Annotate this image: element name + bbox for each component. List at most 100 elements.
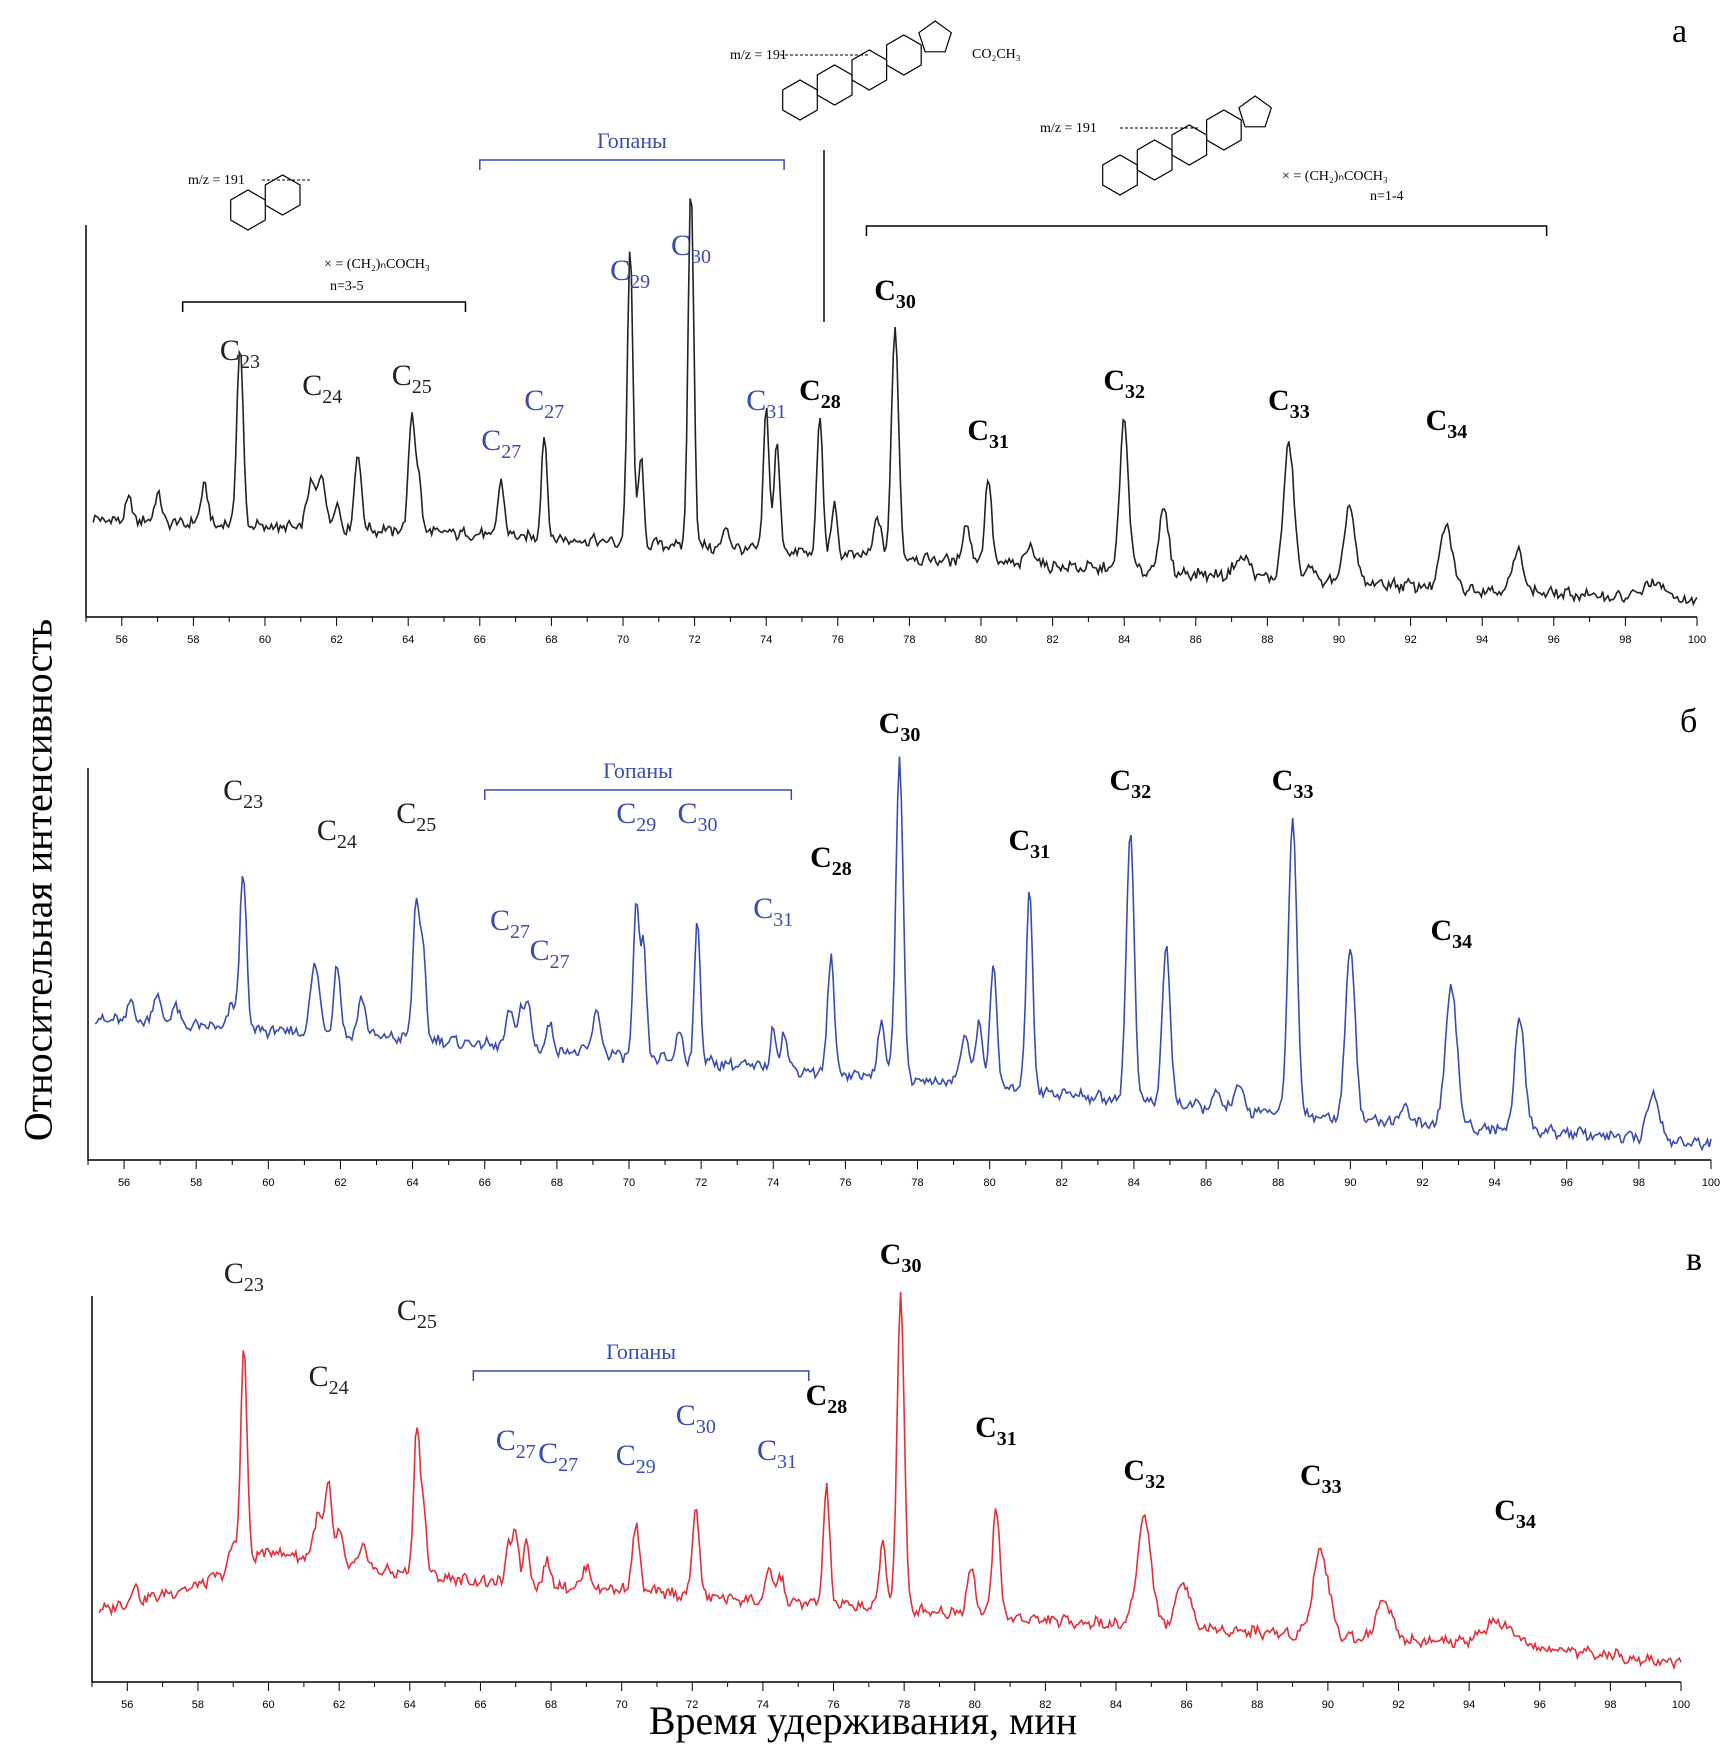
hopane-bracket bbox=[479, 159, 785, 170]
x-tick-label: 70 bbox=[623, 1177, 635, 1189]
x-tick-label: 74 bbox=[767, 1177, 779, 1189]
x-tick-label: 64 bbox=[402, 634, 414, 646]
substituent-note: × = (CH₂)ₙCOCH₃ bbox=[1282, 169, 1388, 184]
x-tick-label: 66 bbox=[479, 1177, 491, 1189]
x-tick-label: 56 bbox=[118, 1177, 130, 1189]
x-tick-label: 82 bbox=[1039, 1699, 1051, 1711]
hopane-bracket-label: Гопаны bbox=[606, 1339, 676, 1364]
x-tick-label: 58 bbox=[190, 1177, 202, 1189]
panel-letter: б bbox=[1680, 703, 1697, 740]
peak-label: C27 bbox=[490, 904, 530, 943]
x-tick-label: 74 bbox=[757, 1699, 769, 1711]
x-tick-label: 94 bbox=[1488, 1177, 1500, 1189]
x-tick-label: 90 bbox=[1333, 634, 1345, 646]
peak-label: C29 bbox=[616, 1439, 656, 1478]
x-tick-label: 98 bbox=[1604, 1699, 1616, 1711]
x-tick-label: 70 bbox=[617, 634, 629, 646]
x-tick-label: 92 bbox=[1416, 1177, 1428, 1189]
peak-label: C30 bbox=[671, 229, 711, 268]
x-tick-label: 100 bbox=[1672, 1699, 1690, 1711]
peak-label: C25 bbox=[397, 1294, 437, 1333]
hopane-bracket-label: Гопаны bbox=[597, 128, 667, 153]
x-tick-label: 84 bbox=[1118, 634, 1130, 646]
peak-label: C28 bbox=[806, 1379, 848, 1418]
panel-1: 56 58 60 62 64 66 68 70 72 74 76 78 80 82 84 86 88 90 92 94… bbox=[85, 13, 1706, 646]
hopane-bracket bbox=[472, 1370, 810, 1381]
x-tick-label: 82 bbox=[1056, 1177, 1068, 1189]
peak-label: C30 bbox=[880, 1238, 922, 1277]
peak-label: C32 bbox=[1109, 764, 1151, 803]
peak-label: C24 bbox=[309, 1360, 349, 1399]
hopane-bracket-label: Гопаны bbox=[603, 758, 673, 783]
peak-label: C31 bbox=[1009, 824, 1051, 863]
x-tick-label: 80 bbox=[975, 634, 987, 646]
x-tick-label: 94 bbox=[1476, 634, 1488, 646]
mz-label: m/z = 191 bbox=[1040, 121, 1097, 136]
x-tick-label: 72 bbox=[688, 634, 700, 646]
peak-label: C31 bbox=[757, 1434, 797, 1473]
x-tick-label: 62 bbox=[334, 1177, 346, 1189]
x-tick-label: 82 bbox=[1046, 634, 1058, 646]
x-tick-label: 70 bbox=[616, 1699, 628, 1711]
bracket bbox=[865, 225, 1548, 236]
x-tick-label: 68 bbox=[545, 1699, 557, 1711]
x-tick-label: 98 bbox=[1619, 634, 1631, 646]
x-tick-label: 68 bbox=[545, 634, 557, 646]
substituent-note: CO₂CH₃ bbox=[972, 47, 1021, 62]
bracket bbox=[181, 301, 467, 312]
x-tick-label: 68 bbox=[551, 1177, 563, 1189]
x-tick-label: 84 bbox=[1128, 1177, 1140, 1189]
x-tick-label: 100 bbox=[1688, 634, 1706, 646]
peak-label: C33 bbox=[1268, 384, 1310, 423]
mz-label: m/z = 191 bbox=[730, 48, 787, 63]
x-tick-label: 72 bbox=[686, 1699, 698, 1711]
x-tick-label: 76 bbox=[839, 1177, 851, 1189]
x-tick-label: 90 bbox=[1344, 1177, 1356, 1189]
peak-label: C29 bbox=[610, 254, 650, 293]
panel-letter: а bbox=[1672, 13, 1687, 50]
substituent-note: × = (CH₂)ₙCOCH₃ bbox=[324, 257, 430, 272]
peak-label: C23 bbox=[223, 774, 263, 813]
peak-label: C31 bbox=[746, 384, 786, 423]
peak-label: C30 bbox=[874, 274, 916, 313]
molecule-structure bbox=[1102, 95, 1273, 196]
chromatogram-trace bbox=[92, 198, 1698, 607]
x-tick-label: 88 bbox=[1272, 1177, 1284, 1189]
x-tick-label: 66 bbox=[474, 634, 486, 646]
x-tick-label: 60 bbox=[262, 1699, 274, 1711]
x-tick-label: 92 bbox=[1392, 1699, 1404, 1711]
x-tick-label: 86 bbox=[1200, 1177, 1212, 1189]
molecule-structure bbox=[782, 20, 953, 121]
peak-label: C25 bbox=[392, 359, 432, 398]
x-tick-label: 62 bbox=[330, 634, 342, 646]
x-tick-label: 90 bbox=[1322, 1699, 1334, 1711]
x-tick-label: 88 bbox=[1261, 634, 1273, 646]
x-tick-label: 72 bbox=[695, 1177, 707, 1189]
peak-label: C33 bbox=[1300, 1459, 1342, 1498]
x-tick-label: 60 bbox=[259, 634, 271, 646]
peak-label: C23 bbox=[224, 1257, 264, 1296]
x-tick-label: 100 bbox=[1702, 1177, 1720, 1189]
peak-label: C27 bbox=[538, 1437, 578, 1476]
peak-label: C30 bbox=[678, 797, 718, 836]
peak-label: C25 bbox=[396, 797, 436, 836]
panel-2: 56 58 60 62 64 66 68 70 72 74 76 78 80 82 84 86 88 90 92 94… bbox=[87, 703, 1720, 1189]
peak-label: C32 bbox=[1103, 364, 1145, 403]
x-tick-label: 56 bbox=[121, 1699, 133, 1711]
peak-label: C34 bbox=[1426, 404, 1468, 443]
structure-annotations: m/z = 191 × = (CH₂)ₙCOCH₃ n=3-5 m/z = 191 CO… bbox=[181, 20, 1548, 322]
x-axis-label: Время удерживания, мин bbox=[648, 1698, 1078, 1743]
x-tick-label: 64 bbox=[404, 1699, 416, 1711]
x-tick-label: 96 bbox=[1548, 634, 1560, 646]
peak-label: C34 bbox=[1430, 914, 1472, 953]
x-tick-label: 80 bbox=[984, 1177, 996, 1189]
chromatogram-trace bbox=[98, 1291, 1682, 1671]
chromatogram-trace bbox=[94, 756, 1712, 1152]
x-tick-label: 64 bbox=[406, 1177, 418, 1189]
molecule-structure bbox=[230, 174, 301, 231]
peak-label: C31 bbox=[753, 892, 793, 931]
peak-label: C27 bbox=[496, 1424, 536, 1463]
peak-label: C29 bbox=[616, 797, 656, 836]
hopane-bracket bbox=[483, 789, 793, 800]
